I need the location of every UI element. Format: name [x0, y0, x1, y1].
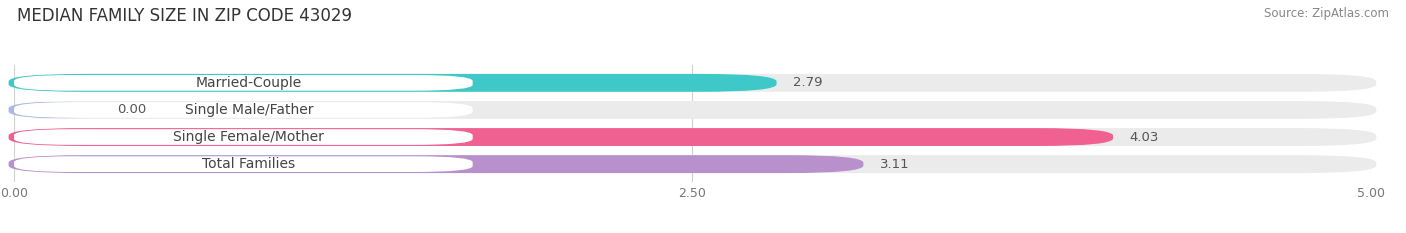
Text: 0.00: 0.00 — [117, 103, 146, 116]
Text: Single Male/Father: Single Male/Father — [184, 103, 314, 117]
Text: Source: ZipAtlas.com: Source: ZipAtlas.com — [1264, 7, 1389, 20]
Text: Single Female/Mother: Single Female/Mother — [173, 130, 325, 144]
Text: 3.11: 3.11 — [880, 158, 910, 171]
FancyBboxPatch shape — [8, 101, 1376, 119]
Text: 2.79: 2.79 — [793, 76, 823, 89]
FancyBboxPatch shape — [8, 101, 101, 119]
FancyBboxPatch shape — [14, 129, 472, 145]
FancyBboxPatch shape — [14, 102, 472, 118]
FancyBboxPatch shape — [8, 128, 1114, 146]
FancyBboxPatch shape — [8, 128, 1376, 146]
Text: 4.03: 4.03 — [1129, 130, 1159, 144]
FancyBboxPatch shape — [8, 74, 1376, 92]
Text: Married-Couple: Married-Couple — [195, 76, 302, 90]
FancyBboxPatch shape — [14, 156, 472, 172]
FancyBboxPatch shape — [14, 75, 472, 91]
Text: Total Families: Total Families — [202, 157, 295, 171]
FancyBboxPatch shape — [8, 74, 776, 92]
FancyBboxPatch shape — [8, 155, 1376, 173]
FancyBboxPatch shape — [8, 155, 863, 173]
Text: MEDIAN FAMILY SIZE IN ZIP CODE 43029: MEDIAN FAMILY SIZE IN ZIP CODE 43029 — [17, 7, 352, 25]
